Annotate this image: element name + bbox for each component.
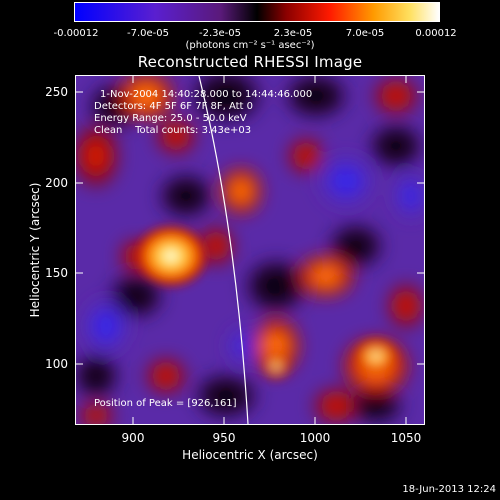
- colorbar-tick-label: 0.00012: [415, 28, 457, 39]
- x-tick-label: 1050: [390, 431, 422, 445]
- image-plot-area: [75, 75, 425, 425]
- clean-counts-text: Clean Total counts: 3.43e+03: [94, 125, 252, 136]
- x-tick-label: 1000: [299, 431, 331, 445]
- footer-date: 18-Jun-2013 12:24: [402, 484, 496, 495]
- x-tick-label: 950: [212, 431, 236, 445]
- reconstructed-image: [76, 76, 424, 424]
- detectors-text: Detectors: 4F 5F 6F 7F 8F, Att 0: [94, 101, 254, 112]
- y-axis-label: Heliocentric Y (arcsec): [28, 182, 42, 318]
- y-tick-label: 250: [45, 85, 68, 99]
- colorbar-tick-label: -0.00012: [53, 28, 99, 39]
- y-tick-label: 100: [45, 357, 68, 371]
- colorbar-tick-label: -2.3e-05: [199, 28, 241, 39]
- time-range-text: 1-Nov-2004 14:40:28.000 to 14:44:46.000: [100, 89, 313, 100]
- peak-position-text: Position of Peak = [926,161]: [94, 398, 237, 409]
- colorbar-units: (photons cm⁻² s⁻¹ asec⁻²): [185, 40, 315, 51]
- x-axis-label: Heliocentric X (arcsec): [182, 448, 318, 462]
- energy-range-text: Energy Range: 25.0 - 50.0 keV: [94, 113, 247, 124]
- solar-limb-line: [198, 76, 249, 424]
- colorbar-gradient: [75, 3, 439, 21]
- colorbar-tick-label: -7.0e-05: [127, 28, 169, 39]
- colorbar: [74, 2, 440, 22]
- y-tick-label: 150: [45, 266, 68, 280]
- x-tick-label: 900: [121, 431, 145, 445]
- axis-ticks: [75, 75, 425, 425]
- plot-title: Reconstructed RHESSI Image: [137, 53, 363, 71]
- colorbar-tick-label: 2.3e-05: [273, 28, 313, 39]
- y-tick-label: 200: [45, 176, 68, 190]
- colorbar-tick-label: 7.0e-05: [345, 28, 385, 39]
